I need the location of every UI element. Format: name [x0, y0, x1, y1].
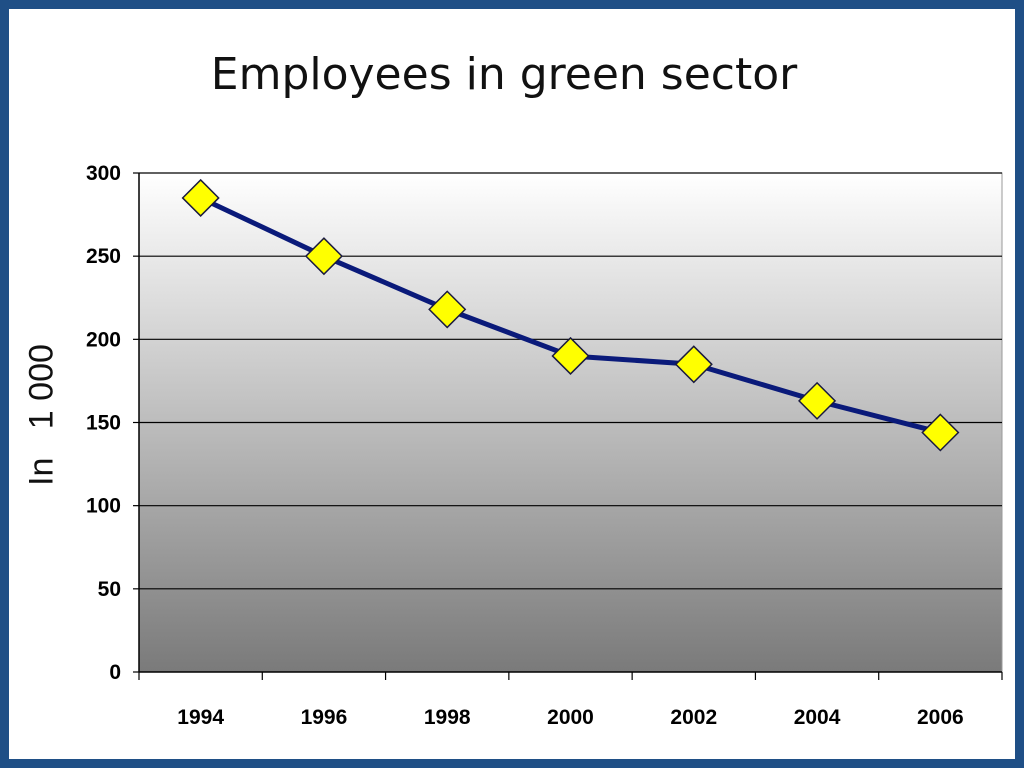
data-point-marker — [428, 290, 467, 329]
x-tick-label: 2002 — [670, 706, 717, 729]
x-tick-label: 2004 — [794, 706, 841, 729]
y-tick-label: 50 — [98, 578, 121, 601]
x-tick-label: 1996 — [301, 706, 348, 729]
x-tick-label: 2000 — [547, 706, 594, 729]
data-point-marker — [921, 413, 960, 452]
y-tick-label: 150 — [86, 412, 121, 435]
grid-lines — [139, 172, 1002, 590]
side-band — [0, 246, 7, 584]
series-markers — [181, 178, 960, 452]
data-point-marker — [304, 237, 343, 276]
x-tick-label: 1998 — [424, 706, 471, 729]
tick-labels: 0 50 100 150 200 250 300 1994 1996 1998 2000 2002 20… — [86, 162, 964, 729]
x-tick-label: 1994 — [177, 706, 224, 729]
y-tick-label: 0 — [109, 661, 121, 684]
y-tick-label: 250 — [86, 245, 121, 268]
x-tick-label: 2006 — [917, 706, 964, 729]
data-point-marker — [551, 336, 590, 376]
data-point-marker — [181, 178, 220, 218]
chart-title: Employees in green sector — [210, 49, 798, 100]
axes — [133, 172, 1003, 680]
data-point-marker — [798, 381, 837, 420]
y-tick-label: 300 — [86, 162, 121, 185]
y-tick-label: 100 — [86, 495, 121, 518]
y-tick-label: 200 — [86, 328, 121, 351]
data-point-marker — [674, 345, 713, 384]
